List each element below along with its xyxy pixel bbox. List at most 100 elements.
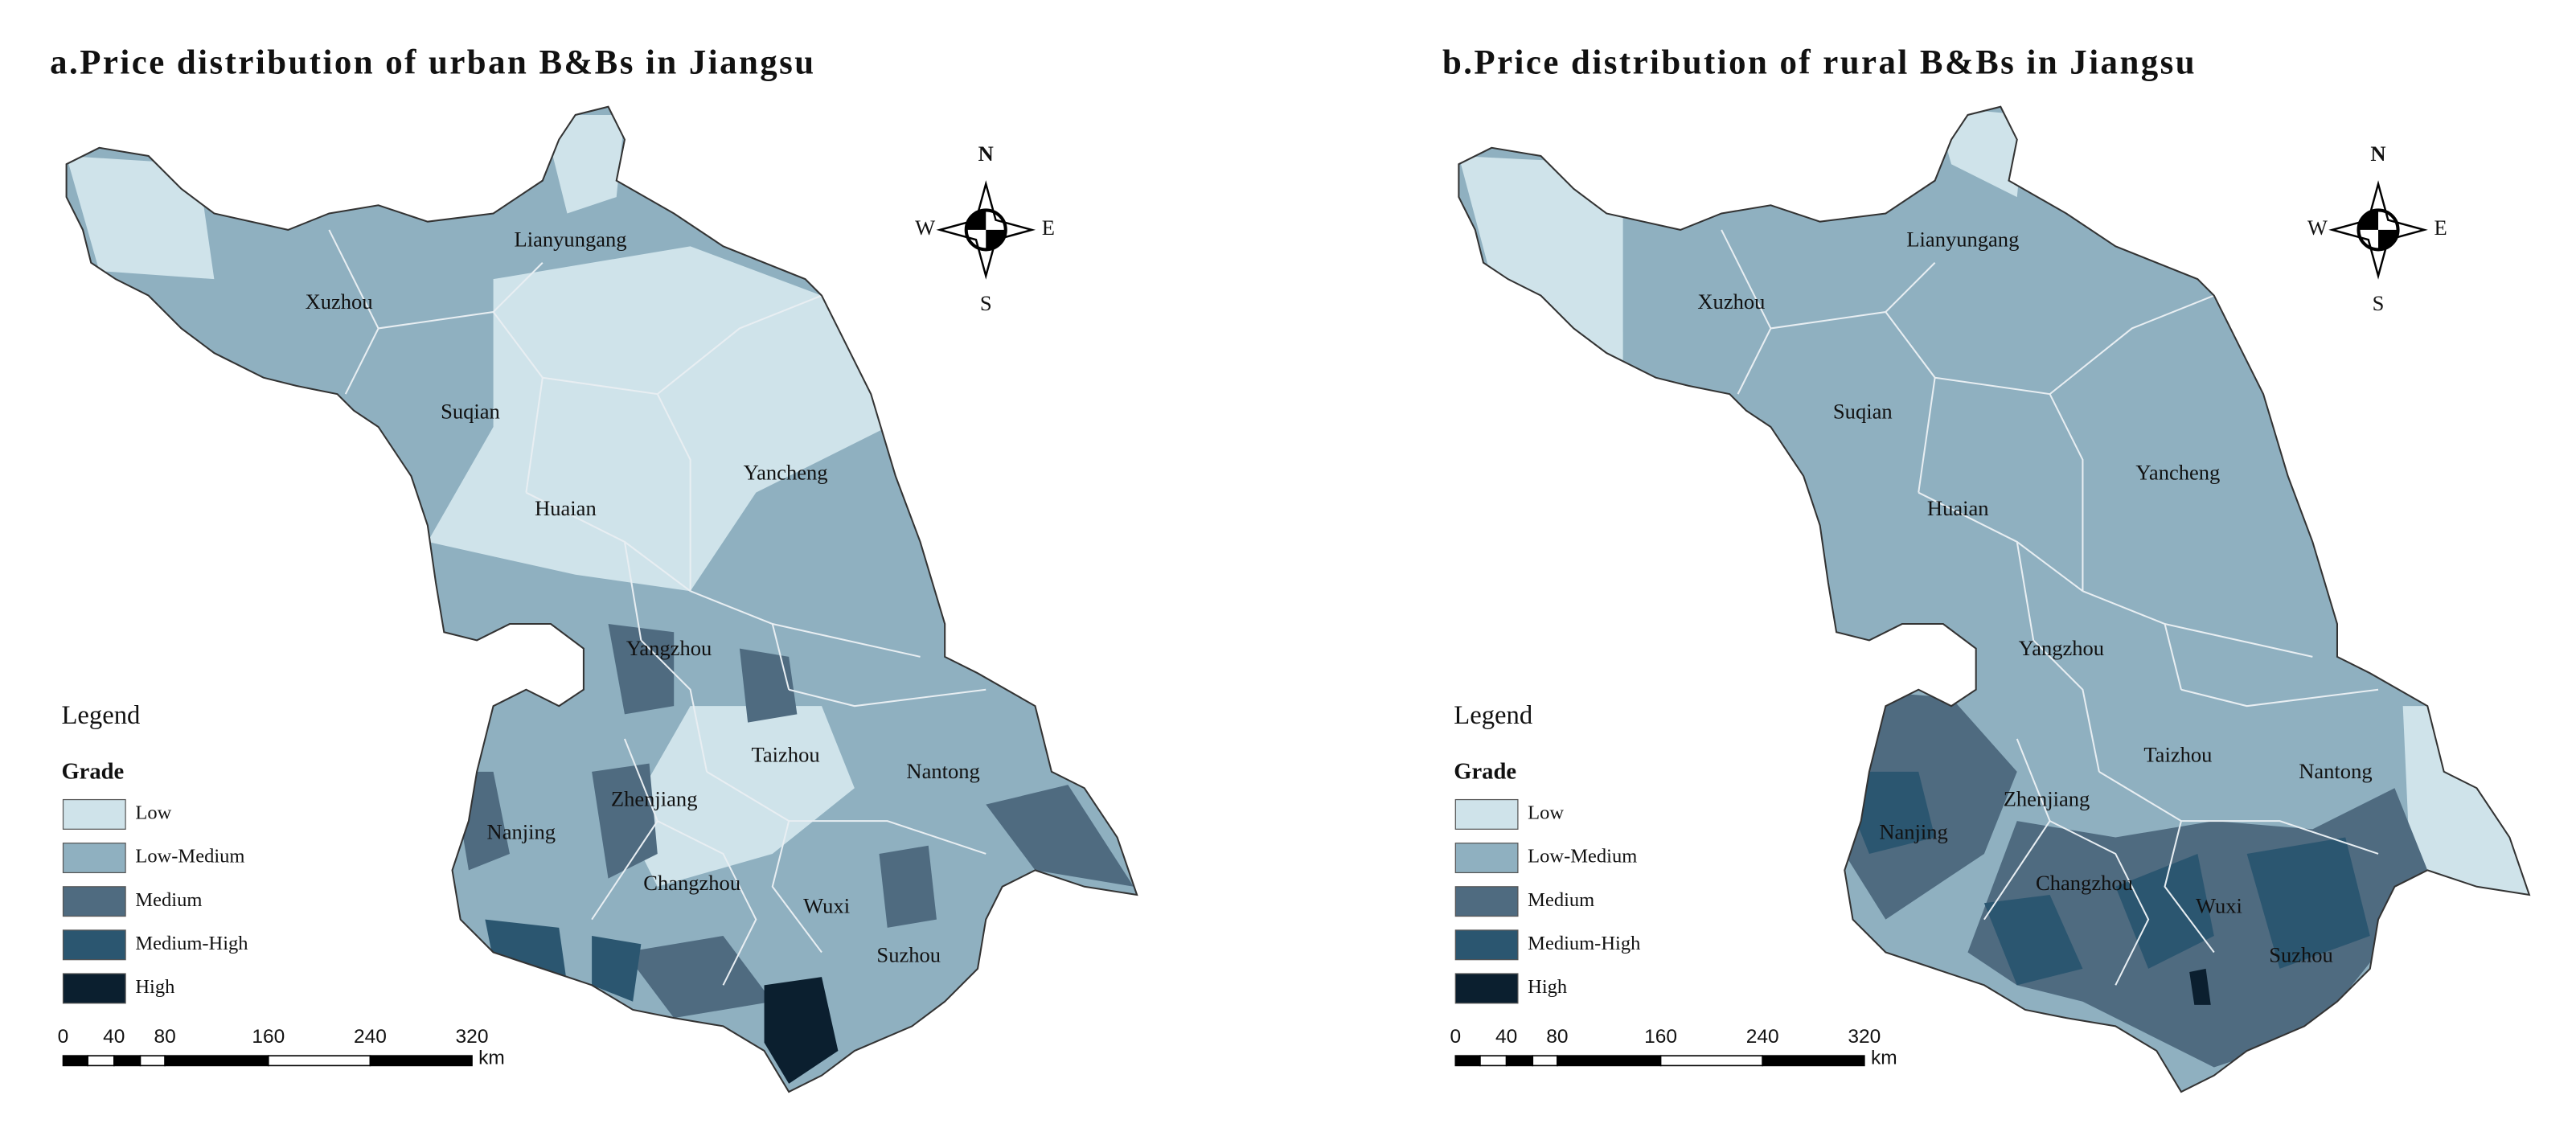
legend-label: Low <box>135 802 171 824</box>
price-region <box>2402 706 2529 920</box>
city-label: Yangzhou <box>2019 636 2104 660</box>
legend-swatch <box>62 929 126 961</box>
city-borders <box>328 229 987 986</box>
compass-fill <box>966 210 1006 250</box>
price-region <box>542 114 625 214</box>
city-label: Wuxi <box>803 893 850 917</box>
price-region <box>485 919 568 986</box>
legend-swatch <box>1454 798 1519 830</box>
legend-swatch <box>1454 843 1519 874</box>
price-region <box>592 936 642 1002</box>
legend-swatch <box>62 973 126 1004</box>
price-region <box>879 845 937 928</box>
scale-segment <box>1762 1055 1865 1067</box>
city-label: Suzhou <box>876 943 941 967</box>
city-label: Lianyungang <box>515 227 627 251</box>
legend-label: Medium-High <box>135 933 248 954</box>
city-label: Suzhou <box>2269 943 2333 967</box>
price-region <box>624 706 855 887</box>
compass-s: S <box>980 291 992 315</box>
compass-w: W <box>2307 215 2328 240</box>
city-label: Suqian <box>1833 400 1893 424</box>
compass-e: E <box>2434 215 2447 240</box>
scale-segment <box>1659 1055 1764 1067</box>
city-label: Wuxi <box>2196 893 2242 917</box>
price-region <box>764 977 839 1084</box>
scale-label: 0 <box>1450 1026 1461 1048</box>
panel-b: b.Price distribution of rural B&Bs in Ji… <box>1442 44 2530 1093</box>
legend-swatch <box>62 886 126 917</box>
legend-heading: Grade <box>1454 759 1516 784</box>
price-region <box>2115 853 2214 969</box>
scale-segment <box>87 1055 115 1067</box>
compass-rose <box>936 180 1036 280</box>
price-region <box>66 156 215 280</box>
compass-s: S <box>2373 291 2385 315</box>
legend-swatch <box>1454 886 1519 917</box>
scale-segment <box>113 1055 142 1067</box>
compass-fill <box>2358 210 2398 250</box>
compass-w: W <box>915 215 935 240</box>
scale-label: 320 <box>1848 1026 1881 1048</box>
price-region <box>608 624 675 715</box>
panel-a: a.Price distribution of urban B&Bs in Ji… <box>50 44 1138 1093</box>
scale-label: 160 <box>252 1026 285 1048</box>
scale-segment <box>1557 1055 1662 1067</box>
legend-label: Medium <box>1528 889 1594 911</box>
legend-label: High <box>135 976 174 998</box>
city-label: Nantong <box>2299 759 2372 783</box>
scale-segment <box>267 1055 371 1067</box>
legend-label: Medium <box>135 889 202 911</box>
city-label: Nanjing <box>487 820 556 844</box>
price-region <box>2189 968 2211 1005</box>
scale-label: 40 <box>103 1026 125 1048</box>
city-label: Taizhou <box>2143 743 2212 767</box>
price-region <box>1983 895 2083 986</box>
legend-label: High <box>1528 976 1567 998</box>
city-borders <box>1721 229 2379 986</box>
legend-label: Low <box>1528 802 1564 824</box>
scale-label: 160 <box>1644 1026 1677 1048</box>
scale-label: 240 <box>354 1026 387 1048</box>
city-label: Changzhou <box>643 871 740 895</box>
city-label: Nanjing <box>1879 820 1947 844</box>
scale-label: 0 <box>58 1026 69 1048</box>
scale-unit: km <box>478 1048 505 1069</box>
price-region <box>427 246 888 592</box>
scale-segment <box>139 1055 166 1067</box>
legend-heading: Grade <box>61 759 124 784</box>
price-region <box>624 936 773 1019</box>
scale-segment <box>1454 1055 1481 1067</box>
map-group <box>65 105 1138 1093</box>
legend-swatch <box>62 798 126 830</box>
scale-label: 320 <box>456 1026 489 1048</box>
city-label: Yancheng <box>744 460 828 484</box>
scale-label: 80 <box>154 1026 175 1048</box>
city-label: Xuzhou <box>1697 289 1765 314</box>
scale-segment <box>164 1055 269 1067</box>
region-patches <box>66 114 1134 1084</box>
price-region <box>986 785 1134 887</box>
scale-segment <box>1479 1055 1507 1067</box>
city-label: Xuzhou <box>306 289 373 314</box>
city-label: Yangzhou <box>626 636 712 660</box>
compass-rose <box>2328 180 2428 280</box>
scale-segment <box>62 1055 88 1067</box>
scale-label: 240 <box>1746 1026 1779 1048</box>
legend-label: Low-Medium <box>135 846 244 868</box>
price-region <box>2246 837 2370 969</box>
price-region <box>1458 156 1623 395</box>
compass-n: N <box>978 142 994 166</box>
panel-title: b.Price distribution of rural B&Bs in Ji… <box>1442 44 2197 82</box>
scale-label: 80 <box>1546 1026 1568 1048</box>
city-label: Zhenjiang <box>2004 787 2090 811</box>
city-label: Suqian <box>441 400 500 424</box>
scale-unit: km <box>1871 1048 1897 1069</box>
city-label: Taizhou <box>752 743 820 767</box>
panel-title: a.Price distribution of urban B&Bs in Ji… <box>50 44 815 82</box>
city-label: Huaian <box>535 496 597 520</box>
price-region <box>1844 689 2017 920</box>
scale-label: 40 <box>1495 1026 1517 1048</box>
